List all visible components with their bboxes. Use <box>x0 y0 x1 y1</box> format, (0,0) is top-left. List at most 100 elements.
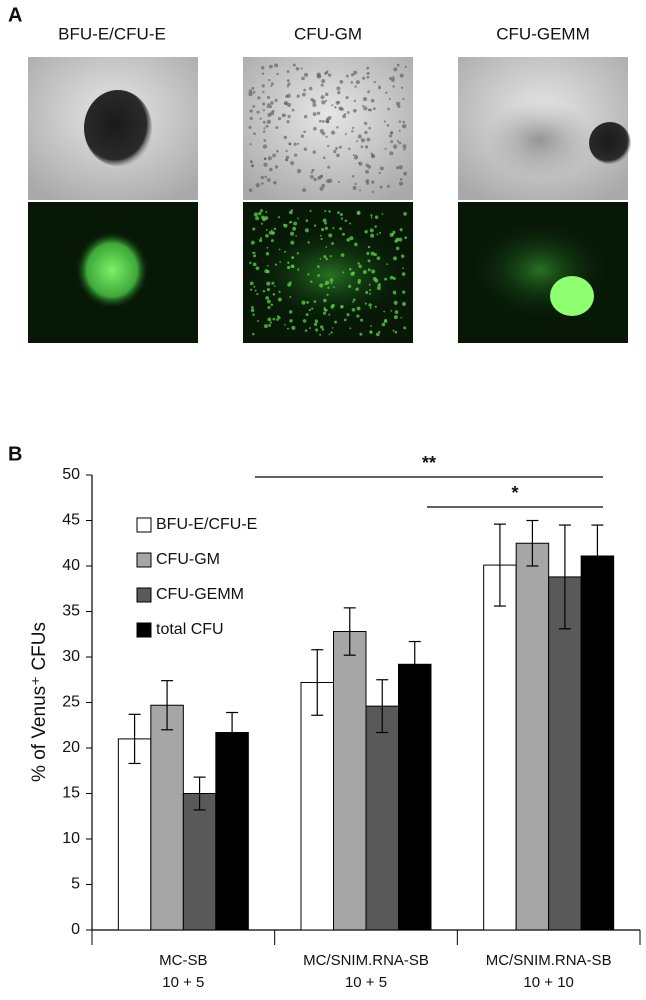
error-bar <box>193 776 206 811</box>
speckle <box>390 131 394 135</box>
speckle <box>254 289 257 292</box>
speckle <box>250 288 253 291</box>
speckle <box>308 327 311 330</box>
speckle <box>358 161 363 166</box>
y-tick-label: 45 <box>62 512 80 529</box>
y-axis-label: % of Venus⁺ CFUs <box>29 622 50 782</box>
speckle <box>360 318 364 322</box>
speckle <box>265 296 269 300</box>
speckle <box>274 63 279 68</box>
speckle <box>257 96 261 100</box>
speckle <box>351 175 355 178</box>
speckle <box>383 310 386 313</box>
speckle <box>336 126 339 129</box>
speckle <box>392 230 396 234</box>
speckle <box>268 78 271 82</box>
speckle <box>267 156 272 161</box>
speckle <box>286 85 290 88</box>
speckle <box>310 171 313 174</box>
speckle <box>291 325 296 330</box>
speckle <box>297 268 300 271</box>
speckle <box>277 297 282 302</box>
speckle <box>342 271 345 274</box>
speckle <box>396 166 400 170</box>
speckle <box>328 210 331 213</box>
speckle <box>403 326 407 330</box>
speckle <box>284 250 287 253</box>
speckle <box>276 149 279 153</box>
speckle <box>305 219 309 222</box>
speckle <box>313 126 317 131</box>
speckle <box>381 322 386 327</box>
speckle <box>255 266 260 271</box>
speckle <box>354 85 357 88</box>
speckle <box>337 101 341 104</box>
speckle <box>262 217 267 222</box>
speckle <box>262 90 265 94</box>
speckle <box>383 319 388 324</box>
speckle <box>337 211 340 214</box>
speckle <box>326 293 329 296</box>
speckle <box>340 253 345 257</box>
speckle <box>313 224 317 227</box>
speckle <box>266 288 271 292</box>
speckle <box>272 293 276 296</box>
speckle <box>362 76 366 80</box>
speckle <box>262 109 266 112</box>
speckle <box>334 106 337 109</box>
speckle <box>336 86 341 91</box>
speckle <box>370 233 375 238</box>
speckle <box>324 221 327 225</box>
speckle <box>287 82 291 86</box>
speckle <box>313 322 318 326</box>
speckle <box>364 302 367 305</box>
significance-label: ** <box>422 453 436 473</box>
speckle <box>267 103 271 107</box>
speckle <box>307 241 310 244</box>
speckle <box>350 272 355 276</box>
speckle <box>392 256 397 261</box>
speckle <box>351 126 355 130</box>
speckle <box>370 324 373 327</box>
speckle <box>353 155 359 160</box>
speckle <box>395 246 400 251</box>
speckle <box>297 142 300 145</box>
speckle <box>253 285 256 288</box>
y-tick-label: 50 <box>62 466 80 483</box>
speckle <box>383 120 386 123</box>
y-tick-label: 5 <box>71 876 80 893</box>
speckle <box>368 283 371 286</box>
speckle <box>374 225 377 228</box>
speckle <box>266 178 271 182</box>
speckle <box>266 281 271 286</box>
speckle <box>339 227 343 231</box>
speckle <box>390 310 393 312</box>
column-title: CFU-GEMM <box>496 24 589 43</box>
x-tick-label: MC/SNIM.RNA-SB 10 + 10 <box>485 952 612 991</box>
speckle <box>313 300 317 303</box>
speckle <box>390 140 394 144</box>
speckle <box>390 78 395 82</box>
error-bar <box>591 524 604 588</box>
speckle <box>285 155 290 160</box>
x-tick-label: MC/SNIM.RNA-SB 10 + 5 <box>303 952 429 991</box>
speckle <box>366 66 370 70</box>
speckle <box>313 177 317 182</box>
speckle <box>402 97 405 100</box>
speckle <box>392 144 398 149</box>
speckle <box>359 332 363 336</box>
speckle <box>286 120 290 124</box>
legend-swatch <box>136 622 152 638</box>
speckle <box>342 114 346 119</box>
speckle <box>286 265 291 270</box>
speckle <box>292 226 297 231</box>
speckle <box>366 137 371 142</box>
speckle <box>355 80 360 85</box>
speckle <box>367 259 371 263</box>
speckle <box>356 314 360 318</box>
speckle <box>392 290 397 295</box>
y-tick-label: 40 <box>62 557 80 574</box>
speckle <box>253 132 256 136</box>
speckle <box>324 210 327 213</box>
